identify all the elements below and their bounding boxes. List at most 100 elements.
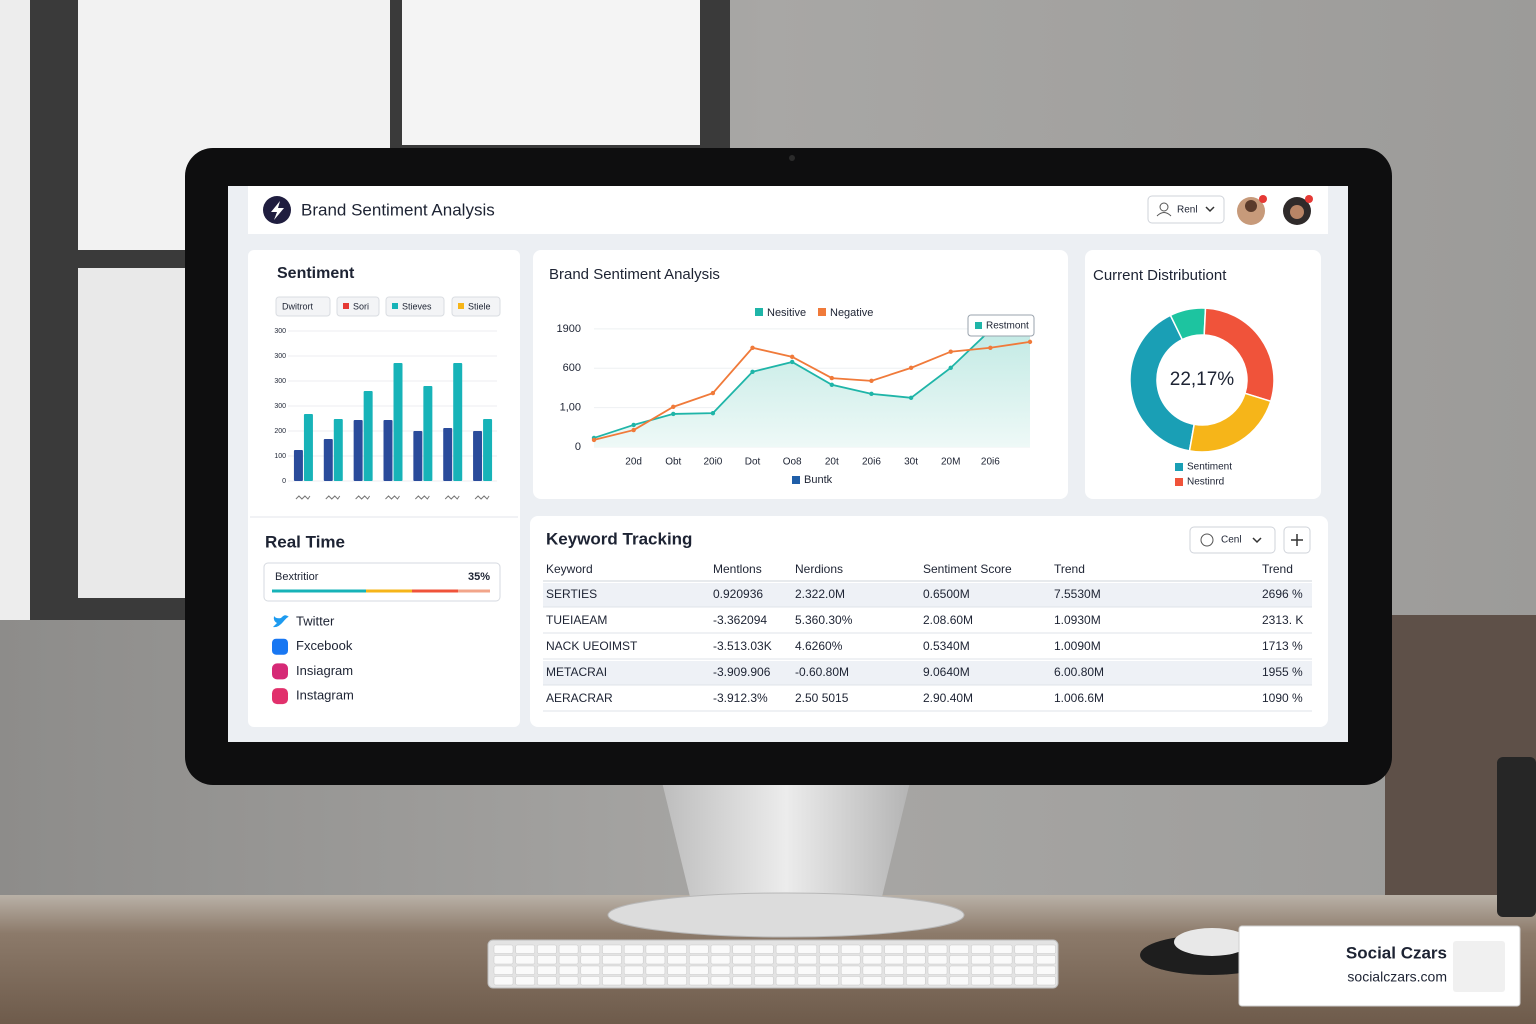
key [971,955,991,965]
table-cell: 6.00.80M [1054,665,1104,679]
source-icon [273,615,289,628]
key [992,955,1013,965]
legend-label: Buntk [804,474,833,486]
tab-swatch [343,303,349,309]
key [1014,976,1035,986]
key [537,976,557,986]
left-panel [248,250,520,727]
key [710,944,731,954]
tooltip-label: Restmont [986,321,1029,332]
point [948,349,953,354]
key [515,965,535,975]
key [732,976,752,986]
key [732,965,752,975]
table-cell: 2.08.60M [923,613,973,627]
window-pane [402,0,700,145]
key [949,955,969,965]
table-cell: 2.322.0M [795,587,845,601]
key [710,955,731,965]
mug [1497,757,1536,917]
key [797,976,818,986]
table-cell: SERTIES [546,587,597,601]
user-button-label[interactable]: Renl [1177,205,1198,216]
column-header: Trend [1054,562,1085,576]
user-icon [1156,212,1172,217]
key [906,944,926,954]
area [594,321,1030,447]
tab-label[interactable]: Sori [353,301,369,311]
user-button[interactable] [1147,195,1225,224]
progress-label: Bextritior [275,571,319,583]
key [689,944,709,954]
bar [483,419,493,481]
key [602,965,622,975]
key [493,944,514,954]
chevron [1252,537,1262,544]
filter-label[interactable]: Cenl [1221,535,1242,546]
key [493,955,514,965]
table-cell: 1955 % [1262,665,1303,679]
key [775,955,796,965]
bar [393,363,403,481]
x-tick-label: 20d [625,457,642,468]
key [949,965,969,975]
x-tick-label: 20M [941,457,960,468]
tab-label[interactable]: Stiele [468,301,491,311]
point [631,427,636,433]
table-cell: -3.912.3% [713,691,768,705]
key [623,955,644,965]
key [1014,955,1035,965]
bar [453,363,463,481]
key [732,944,752,954]
legend-swatch [818,308,826,316]
key [971,944,991,954]
table-cell: METACRAI [546,665,607,679]
tab[interactable] [275,296,331,317]
donut-panel [1085,250,1321,499]
point [789,359,795,365]
key [819,944,839,954]
table-cell: TUEIAEAM [546,613,607,627]
key [775,965,796,975]
column-header: Mentlons [713,562,762,576]
source-label: Fxcebook [296,638,353,653]
tab-label[interactable]: Dwitrort [282,301,313,311]
panel-title: Keyword Tracking [546,529,692,548]
tab[interactable] [336,296,380,317]
mouse [1174,928,1250,956]
bar [443,428,453,481]
key [862,976,883,986]
legend-swatch [1175,463,1183,471]
key [710,976,731,986]
tab[interactable] [385,296,445,317]
key [1036,944,1056,954]
key [949,944,969,954]
key [906,955,926,965]
legend-swatch [1175,478,1183,486]
key [558,944,579,954]
key [667,944,687,954]
key [558,965,579,975]
table-cell: 2.50 5015 [795,691,849,705]
point [829,375,835,381]
key [797,965,818,975]
bar [413,431,423,481]
point [671,411,676,417]
point [908,395,914,400]
user-icon [1159,202,1169,212]
key [1036,955,1056,965]
filter-dropdown[interactable] [1189,526,1276,554]
key [884,955,904,965]
chevron [1205,206,1215,213]
source-label: Twitter [296,613,335,628]
key [645,944,666,954]
bar [353,420,363,481]
tab[interactable] [451,296,501,317]
header-title: Brand Sentiment Analysis [301,200,495,219]
panel-title: Sentiment [277,265,355,282]
point [710,390,716,396]
key [580,965,601,975]
key [580,944,601,954]
tab-label[interactable]: Stieves [402,301,432,311]
key [840,955,861,965]
